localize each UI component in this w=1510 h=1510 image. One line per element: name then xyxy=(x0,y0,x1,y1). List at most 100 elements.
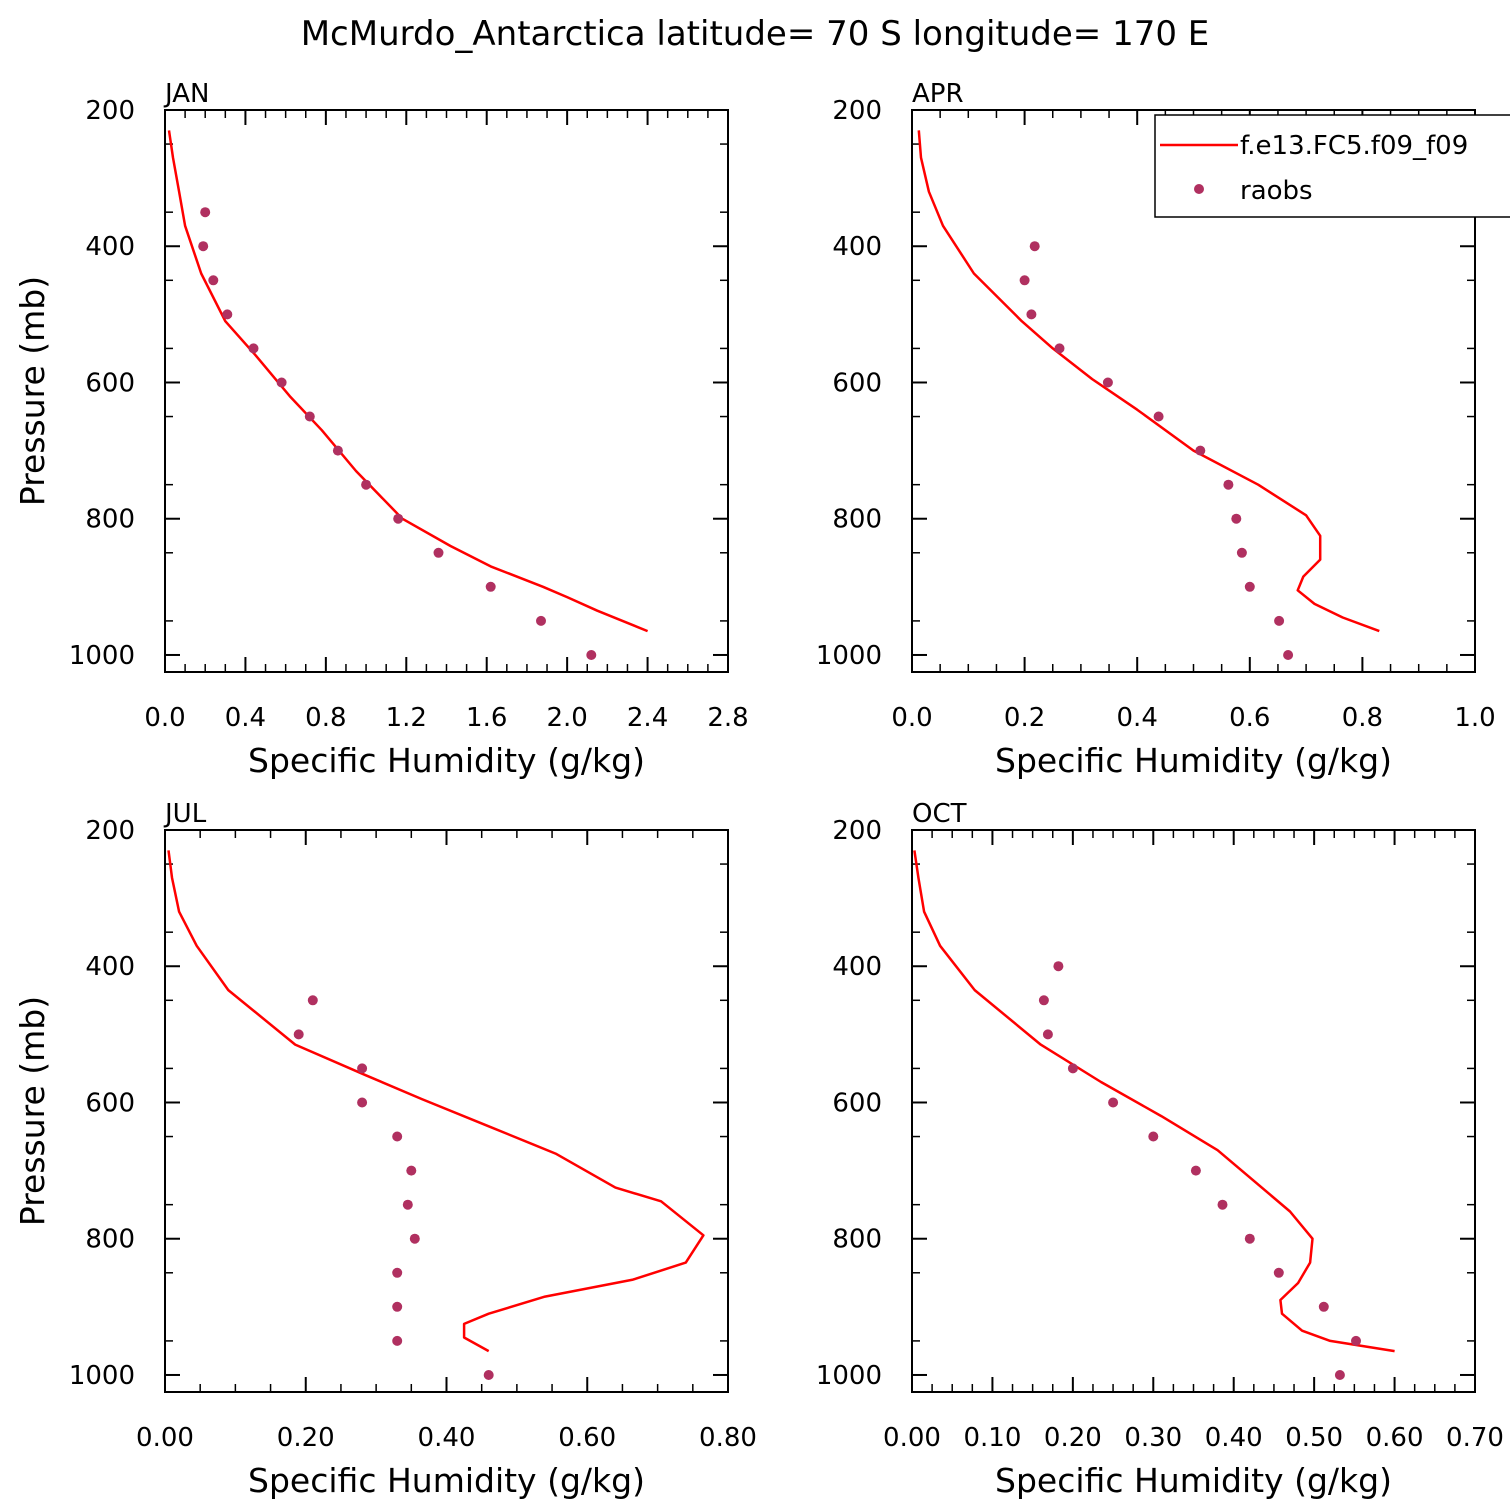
x-tick-label: 0.8 xyxy=(1342,703,1383,733)
raobs-point xyxy=(483,1370,494,1380)
y-tick-label: 800 xyxy=(85,505,135,535)
raobs-point xyxy=(392,1131,403,1142)
raobs-point xyxy=(586,650,597,660)
model-profile-line xyxy=(167,850,705,1353)
raobs-point xyxy=(1244,1233,1255,1244)
x-tick-label: 0.8 xyxy=(305,703,346,733)
raobs-point xyxy=(307,995,318,1006)
raobs-point xyxy=(1153,411,1164,422)
x-tick-label: 0.4 xyxy=(1117,703,1158,733)
y-tick-label: 600 xyxy=(85,1088,135,1118)
raobs-point xyxy=(392,1335,403,1346)
x-tick-label: 0.2 xyxy=(1004,703,1045,733)
raobs-point xyxy=(1244,581,1255,592)
y-tick-label: 200 xyxy=(832,816,882,846)
raobs-point xyxy=(402,1199,413,1210)
y-tick-label: 200 xyxy=(85,816,135,846)
model-profile-line xyxy=(167,130,649,633)
x-tick-label: 0.0 xyxy=(144,703,185,733)
y-tick-label: 800 xyxy=(832,505,882,535)
raobs-point xyxy=(222,309,233,320)
x-tick-label: 2.4 xyxy=(627,703,668,733)
y-tick-label: 400 xyxy=(85,232,135,262)
x-tick-label: 0.70 xyxy=(1446,1423,1504,1453)
panel-label: JUL xyxy=(163,799,207,829)
y-tick-label: 1000 xyxy=(69,1361,135,1391)
plot-frame xyxy=(911,829,1476,1393)
legend-label-raobs: raobs xyxy=(1240,176,1313,206)
raobs-point xyxy=(392,1301,403,1312)
x-tick-label: 0.00 xyxy=(136,1423,194,1453)
raobs-point xyxy=(1190,1165,1201,1176)
x-axis-label: Specific Humidity (g/kg) xyxy=(248,741,645,780)
y-tick-label: 800 xyxy=(832,1225,882,1255)
raobs-point xyxy=(1148,1131,1159,1142)
raobs-point xyxy=(361,479,372,490)
x-tick-label: 0.40 xyxy=(1205,1423,1263,1453)
raobs-point xyxy=(1054,343,1065,354)
raobs-point xyxy=(1019,275,1030,286)
raobs-point xyxy=(200,207,211,218)
x-tick-label: 0.00 xyxy=(883,1423,941,1453)
raobs-point xyxy=(332,445,343,456)
x-tick-label: 0.4 xyxy=(225,703,266,733)
raobs-point xyxy=(409,1233,420,1244)
x-tick-label: 0.40 xyxy=(418,1423,476,1453)
y-tick-label: 400 xyxy=(85,952,135,982)
raobs-point xyxy=(485,581,496,592)
y-tick-label: 1000 xyxy=(816,641,882,671)
x-tick-label: 2.0 xyxy=(546,703,587,733)
y-tick-label: 1000 xyxy=(816,1361,882,1391)
raobs-point xyxy=(1283,650,1294,660)
panel-label: APR xyxy=(912,79,964,109)
raobs-point xyxy=(1318,1301,1329,1312)
raobs-point xyxy=(1195,445,1206,456)
raobs-point xyxy=(1223,479,1234,490)
x-tick-label: 0.0 xyxy=(891,703,932,733)
raobs-point xyxy=(1236,547,1247,558)
y-tick-label: 200 xyxy=(85,96,135,126)
raobs-point xyxy=(1274,615,1285,626)
panels: JAN 0.0 0.4 0.8 1.2 1.6 2.0 2.4 2.8 200 400 600 800 1… xyxy=(13,79,1504,1500)
x-tick-label: 1.0 xyxy=(1454,703,1495,733)
panel-jul: JUL 0.00 0.20 0.40 0.60 0.80 200 400 600 800 1000 S… xyxy=(13,799,757,1500)
plot-frame xyxy=(164,109,729,673)
panel-label: OCT xyxy=(912,799,967,829)
raobs-point xyxy=(248,343,259,354)
y-tick-label: 600 xyxy=(832,368,882,398)
panel-jan: JAN 0.0 0.4 0.8 1.2 1.6 2.0 2.4 2.8 200 400 600 800 1… xyxy=(13,79,749,780)
raobs-point xyxy=(1067,1063,1078,1074)
panel-oct: OCT 0.00 0.10 0.20 0.30 0.40 0.50 0.60 0.70 200 40… xyxy=(816,799,1504,1500)
raobs-point xyxy=(1231,513,1242,524)
raobs-point xyxy=(1108,1097,1119,1108)
raobs-point xyxy=(433,547,444,558)
legend: f.e13.FC5.f09_f09 raobs xyxy=(1154,114,1510,218)
model-profile-line xyxy=(917,130,1380,633)
raobs-point xyxy=(392,1267,403,1278)
raobs-point xyxy=(1026,309,1037,320)
raobs-point xyxy=(198,241,209,252)
x-tick-label: 0.20 xyxy=(1044,1423,1102,1453)
panel-apr: APR 0.0 0.2 0.4 0.6 0.8 1.0 200 400 600 800 1000 Spe… xyxy=(816,79,1496,780)
raobs-point xyxy=(1273,1267,1284,1278)
y-tick-label: 200 xyxy=(832,96,882,126)
raobs-point xyxy=(1053,961,1064,972)
y-axis-label: Pressure (mb) xyxy=(13,996,52,1226)
y-tick-label: 600 xyxy=(85,368,135,398)
raobs-point xyxy=(208,275,219,286)
raobs-point xyxy=(406,1165,417,1176)
x-tick-label: 0.10 xyxy=(963,1423,1021,1453)
x-tick-label: 0.60 xyxy=(558,1423,616,1453)
raobs-point xyxy=(1102,377,1113,388)
x-axis-label: Specific Humidity (g/kg) xyxy=(995,1461,1392,1500)
x-tick-label: 0.80 xyxy=(699,1423,757,1453)
raobs-point xyxy=(536,615,546,626)
y-tick-label: 600 xyxy=(832,1088,882,1118)
raobs-point xyxy=(1351,1335,1361,1346)
model-profile-line xyxy=(913,850,1395,1353)
raobs-point xyxy=(1038,995,1049,1006)
raobs-point xyxy=(1042,1029,1053,1040)
y-tick-label: 400 xyxy=(832,952,882,982)
x-tick-label: 1.2 xyxy=(386,703,427,733)
